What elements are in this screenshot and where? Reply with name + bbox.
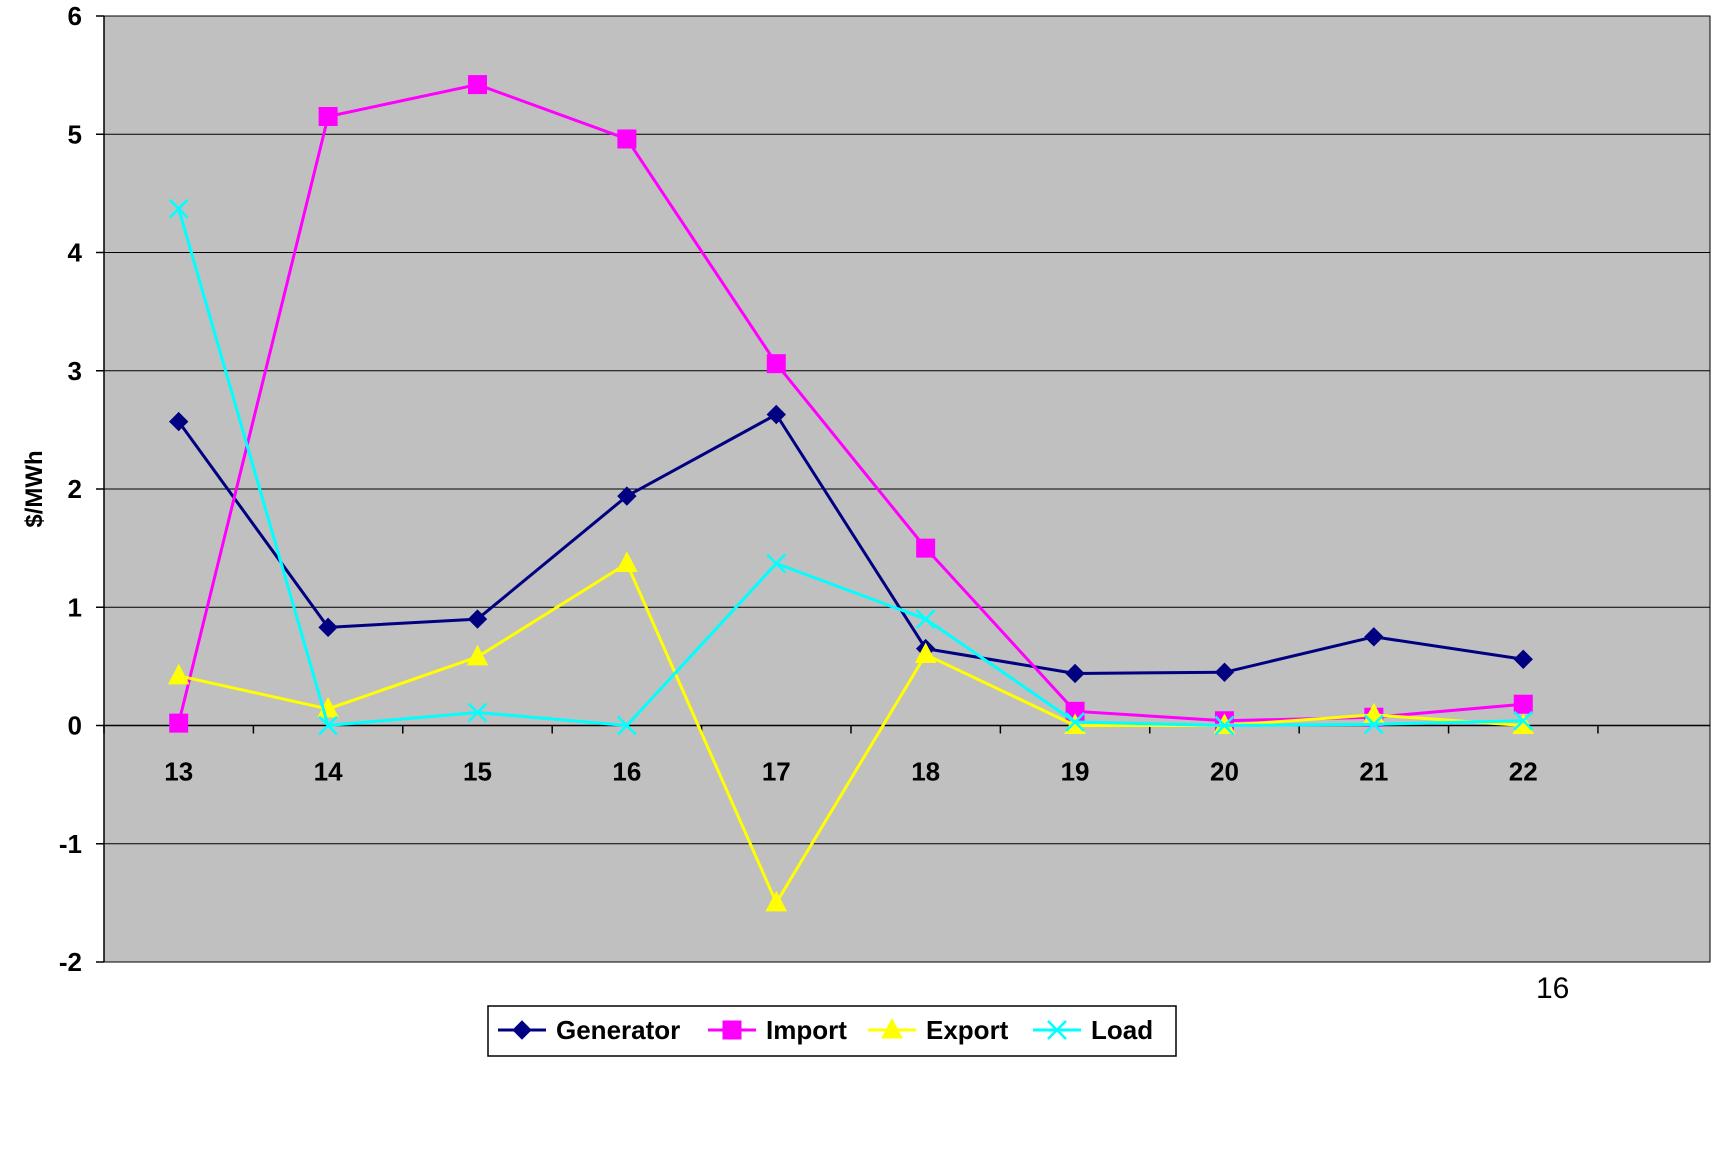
series-line-load [177,208,1524,727]
data-point-generator [1214,662,1235,682]
legend-marker-load [1047,1020,1067,1040]
x-tick-label: 18 [911,757,940,787]
data-point-load [1065,712,1085,732]
data-point-load [1513,710,1534,731]
data-point-load [766,553,787,574]
x-tick-label: 22 [1509,757,1538,787]
data-point-import [1513,694,1533,714]
data-point-export [167,663,190,685]
data-point-export [1064,713,1086,734]
series-line-export [178,561,1524,905]
axes [96,15,1710,963]
gridlines [104,15,1710,845]
data-point-load [915,609,936,629]
y-tick-label: 0 [68,711,82,741]
data-point-export [765,890,788,912]
x-tick-label: 20 [1210,757,1239,787]
legend-item-load: Load [1033,1015,1153,1045]
legend-item-generator: Generator [498,1015,680,1045]
data-point-generator [318,617,338,638]
legend-item-import: Import [708,1015,847,1045]
legend-label-load: Load [1091,1015,1153,1045]
x-tick-label: 16 [612,757,641,787]
data-point-import [617,129,637,149]
series-generator [168,404,1533,684]
series-load [168,198,1534,736]
y-tick-label: 3 [68,356,82,386]
legend-marker-import [722,1020,742,1040]
y-tick-label: 1 [68,592,82,622]
data-point-generator [1065,663,1085,684]
x-tick-label: 13 [164,757,193,787]
data-point-import [467,75,487,95]
legend-label-export: Export [926,1015,1009,1045]
data-point-export [1512,713,1535,734]
data-point-load [467,702,488,723]
y-tick-label: -1 [59,829,82,859]
legend-marker-export [881,1017,903,1039]
data-point-load [168,198,189,219]
y-tick-label: 6 [68,1,82,31]
x-tick-label: 21 [1359,757,1388,787]
data-point-load [1363,714,1384,735]
data-point-import [169,713,189,733]
data-point-generator [467,609,488,629]
y-axis-label: $/MWh [21,450,48,527]
y-tick-label: -2 [59,947,82,977]
series-line-generator [177,413,1524,675]
data-point-generator [168,411,189,432]
x-tick-label: 15 [463,757,492,787]
data-point-export [616,551,638,572]
x-tick-label: 17 [762,757,791,787]
data-point-export [466,644,489,666]
legend: Generator Import Export Load [487,1005,1177,1057]
page-number: 16 [1536,972,1569,1005]
data-point-export [914,642,937,664]
legend-label-generator: Generator [556,1015,680,1045]
legend-marker-generator [512,1020,532,1040]
data-point-load [318,715,338,736]
x-tick-labels: 13 14 15 16 17 18 19 20 21 22 [164,757,1537,787]
data-point-generator [617,486,637,506]
data-point-import [916,538,936,558]
y-tick-labels: -2 -1 0 1 2 3 4 5 6 [59,1,83,977]
data-point-generator [1364,627,1384,647]
data-point-generator [766,404,786,425]
y-tick-label: 5 [68,119,82,149]
series-group [167,75,1535,912]
data-point-import [318,107,338,127]
y-tick-label: 2 [68,474,82,504]
x-tick-label: 14 [314,757,343,787]
data-point-import [766,354,786,374]
y-tick-label: 4 [68,238,83,268]
data-point-load [616,715,637,736]
legend-item-export: Export [868,1015,1009,1045]
data-point-load [1214,715,1235,736]
data-point-generator [1513,649,1533,669]
legend-label-import: Import [766,1015,847,1045]
x-tick-label: 19 [1061,757,1090,787]
